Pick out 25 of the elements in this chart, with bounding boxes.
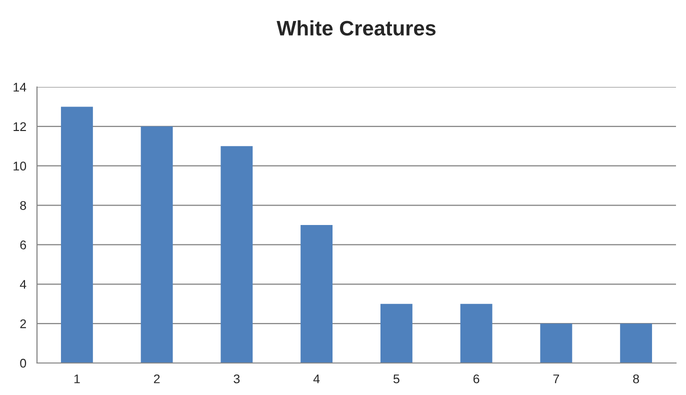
x-tick-label: 6 bbox=[473, 374, 480, 384]
y-tick-label: 10 bbox=[14, 162, 26, 171]
y-tick-label: 6 bbox=[20, 240, 26, 250]
y-tick-label: 14 bbox=[14, 82, 26, 92]
y-tick-label: 2 bbox=[20, 319, 26, 328]
x-tick-label: 7 bbox=[553, 374, 560, 384]
bar bbox=[220, 146, 253, 363]
chart-title: White Creatures bbox=[276, 20, 436, 36]
bar bbox=[380, 304, 412, 363]
y-tick-label: 12 bbox=[14, 122, 26, 131]
bar bbox=[540, 324, 572, 363]
bar bbox=[620, 324, 652, 363]
bar bbox=[140, 126, 173, 363]
bar bbox=[300, 225, 333, 363]
x-tick-label: 2 bbox=[154, 374, 160, 384]
x-tick-label: 4 bbox=[313, 374, 320, 384]
y-tick-label: 0 bbox=[20, 358, 26, 368]
x-tick-label: 8 bbox=[633, 374, 639, 384]
y-tick-label: 4 bbox=[20, 280, 26, 289]
bar bbox=[60, 106, 93, 363]
bar bbox=[460, 304, 492, 363]
y-tick-label: 8 bbox=[20, 201, 26, 210]
x-tick-label: 3 bbox=[234, 374, 240, 384]
x-tick-label: 5 bbox=[393, 374, 400, 384]
x-tick-label: 1 bbox=[74, 374, 80, 384]
